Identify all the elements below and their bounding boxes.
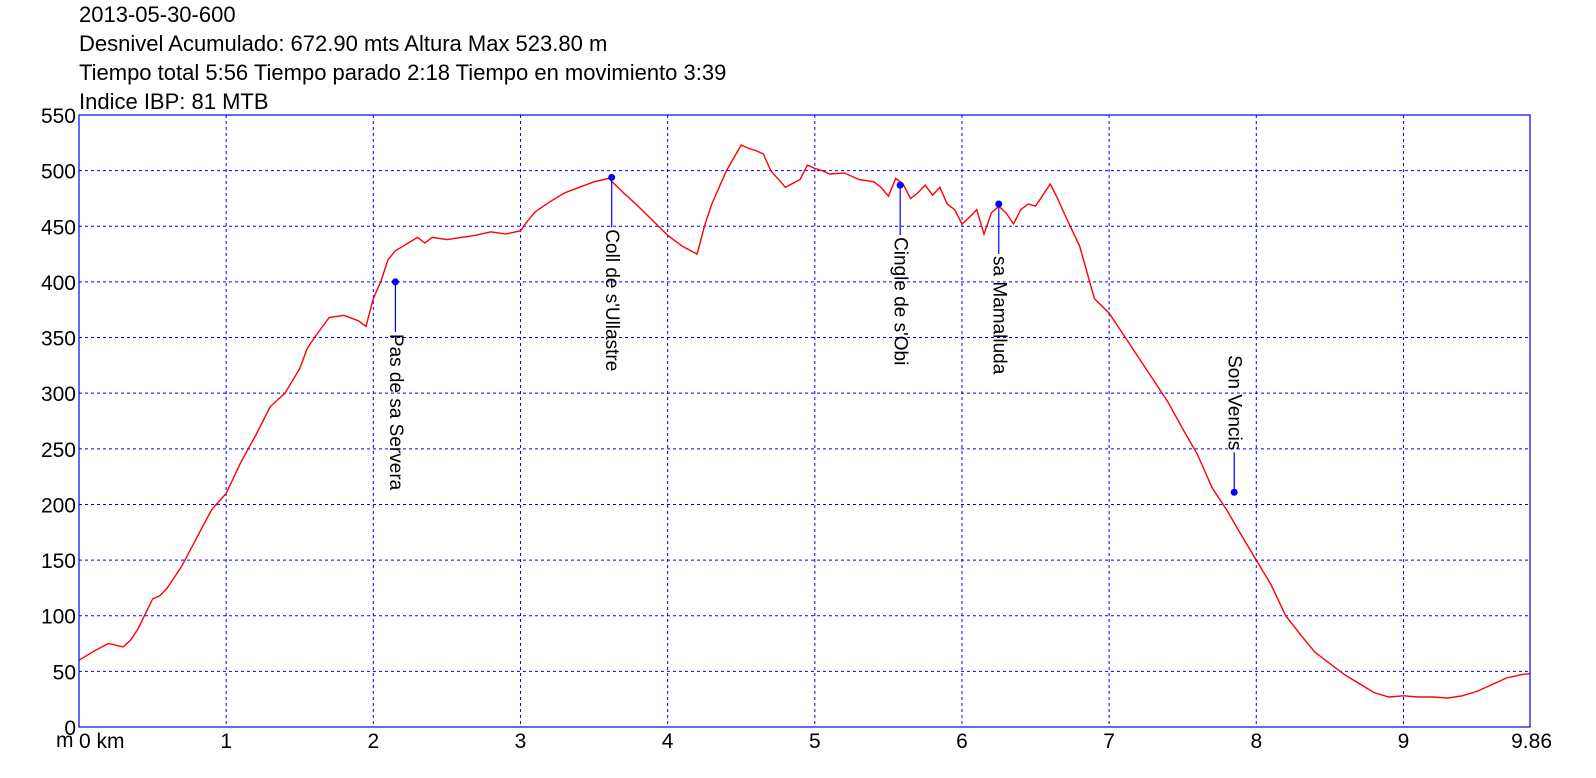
y-tick-label: 200 <box>41 494 76 517</box>
x-tick-label: 6 <box>956 730 968 753</box>
y-tick-label: 300 <box>41 383 76 406</box>
x-tick-label: 7 <box>1103 730 1115 753</box>
waypoint: sa Mamalluda <box>988 200 1009 375</box>
y-tick-label: 400 <box>41 272 76 295</box>
waypoint-marker <box>391 278 399 286</box>
waypoint: Cingle de s'Obi <box>890 181 911 365</box>
y-tick-label: 500 <box>41 161 76 184</box>
time-summary: Tiempo total 5:56 Tiempo parado 2:18 Tie… <box>79 60 727 85</box>
x-tick-label: 8 <box>1250 730 1262 753</box>
waypoint-label: Cingle de s'Obi <box>890 237 911 365</box>
x-tick-label: 2 <box>367 730 379 753</box>
y-unit-label: m <box>56 729 74 752</box>
waypoint: Pas de sa Servera <box>385 278 406 491</box>
y-tick-label: 450 <box>41 216 76 239</box>
elevation-profile-line <box>78 144 1531 699</box>
y-tick-label: 250 <box>41 439 76 462</box>
x-tick-label: 3 <box>515 730 527 753</box>
ibp-index: Indice IBP: 81 MTB <box>79 89 269 114</box>
waypoint-label: Pas de sa Servera <box>385 334 406 491</box>
plot-frame <box>78 114 1531 728</box>
x-tick-label: 5 <box>809 730 821 753</box>
y-tick-label: 0 <box>64 717 76 740</box>
x-tick-label: 1 <box>220 730 232 753</box>
x-tick-label: 9 <box>1398 730 1410 753</box>
y-tick-label: 550 <box>41 105 76 128</box>
waypoint-label: sa Mamalluda <box>988 256 1009 375</box>
waypoint-marker <box>995 200 1003 208</box>
waypoint-label: Son Vencis <box>1224 355 1245 450</box>
y-axis: 0 50 100 150 200 250 300 350 400 450 500 550 <box>41 105 76 740</box>
grid <box>79 115 1530 727</box>
x-tick-label: 0 km <box>79 730 125 753</box>
track-title: 2013-05-30-600 <box>79 2 236 27</box>
y-tick-label: 100 <box>41 606 76 629</box>
x-tick-label: 4 <box>662 730 674 753</box>
x-axis: 0 km 1 2 3 4 5 6 7 8 9 9.86 <box>79 730 1552 753</box>
x-tick-label: 9.86 <box>1511 730 1552 753</box>
waypoint-marker <box>608 173 616 181</box>
waypoint-label: Coll de s'Ullastre <box>601 229 622 371</box>
waypoint: Son Vencis <box>1224 355 1245 496</box>
elevation-summary: Desnivel Acumulado: 672.90 mts Altura Ma… <box>79 31 608 56</box>
waypoints: Pas de sa Servera Coll de s'Ullastre Cingl… <box>385 173 1245 496</box>
y-tick-label: 50 <box>53 661 76 684</box>
waypoint: Coll de s'Ullastre <box>601 173 622 371</box>
waypoint-marker <box>896 181 904 189</box>
waypoint-marker <box>1230 488 1238 496</box>
y-tick-label: 150 <box>41 550 76 573</box>
y-tick-label: 350 <box>41 328 76 351</box>
